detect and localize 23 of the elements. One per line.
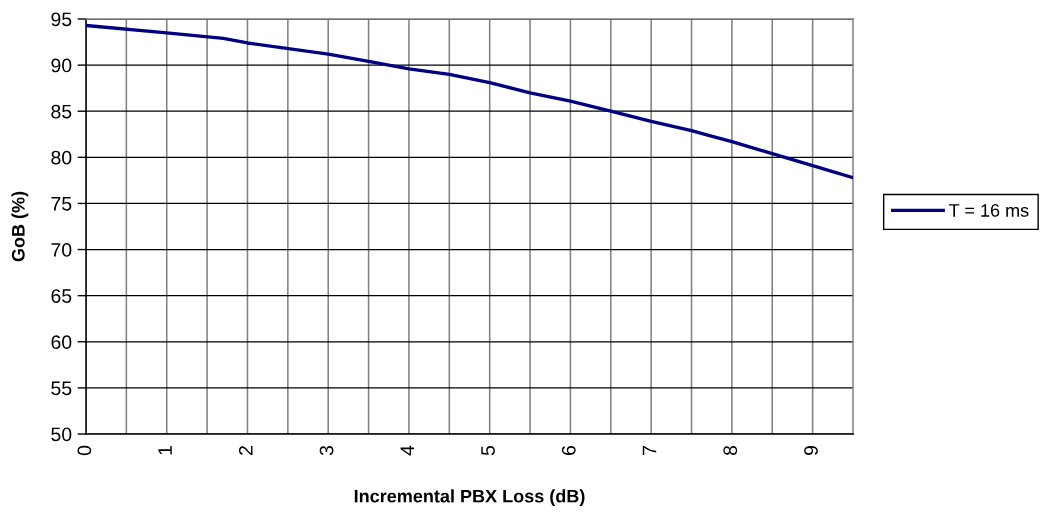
legend-label: T = 16 ms <box>949 204 1029 217</box>
x-tick-label: 0 <box>77 445 92 456</box>
x-tick-label: 4 <box>400 445 414 456</box>
y-tick-label: 85 <box>51 104 72 119</box>
x-axis-title: Incremental PBX Loss (dB) <box>354 489 585 507</box>
x-tick-label: 8 <box>723 445 738 456</box>
x-tick-label: 6 <box>561 445 576 455</box>
x-tick-label: 9 <box>804 446 818 456</box>
y-tick-label: 90 <box>51 58 72 73</box>
x-tick-label: 1 <box>158 446 172 455</box>
x-tick-label: 5 <box>481 445 495 456</box>
y-tick-label: 55 <box>51 381 72 396</box>
y-tick-label: 70 <box>51 243 72 257</box>
y-tick-label: 95 <box>51 12 72 27</box>
x-tick-label: 7 <box>642 446 657 455</box>
y-tick-label: 65 <box>51 289 72 303</box>
y-tick-label: 80 <box>51 150 72 165</box>
y-tick-label: 75 <box>51 197 72 211</box>
y-tick-label: 50 <box>51 427 72 442</box>
y-tick-label: 60 <box>51 335 72 350</box>
x-tick-label: 2 <box>238 446 253 455</box>
y-axis-title: GoB (%) <box>11 191 29 262</box>
x-tick-label: 3 <box>319 445 334 456</box>
